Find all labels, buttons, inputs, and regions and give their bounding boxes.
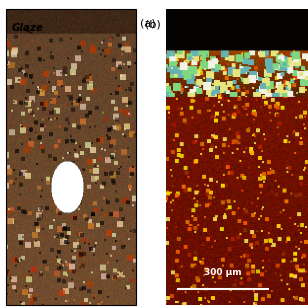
Text: Glaze: Glaze <box>11 22 43 33</box>
Text: 300 μm: 300 μm <box>204 268 242 277</box>
Text: (b): (b) <box>145 20 161 30</box>
Text: (a): (a) <box>140 18 156 28</box>
